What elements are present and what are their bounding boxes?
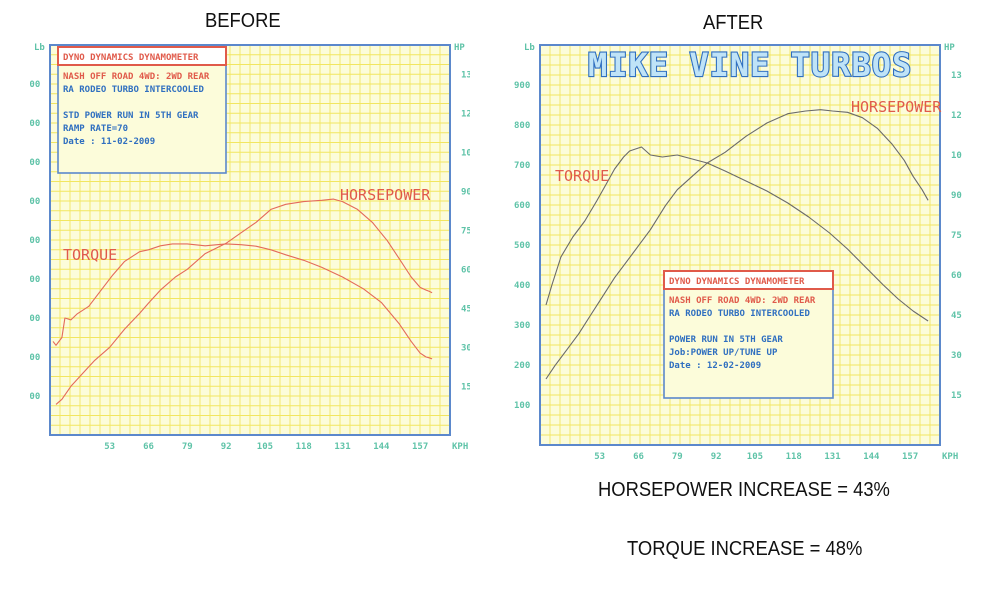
right-tick-label: 60 — [951, 271, 962, 281]
left-tick-label: 500 — [30, 236, 40, 246]
left-tick-label: 100 — [30, 392, 40, 402]
x-tick-label: 118 — [296, 442, 312, 450]
dyno-chart-before: Lb HP KPH 100 200 300 400 500 600 700 800 900 15 30 45… — [30, 43, 470, 450]
torque-increase-text: TORQUE INCREASE = 48% — [627, 538, 863, 560]
x-tick-label: 105 — [747, 452, 763, 460]
left-axis-unit: Lb — [524, 43, 535, 53]
x-tick-label: 144 — [373, 442, 390, 450]
info-box — [663, 272, 834, 399]
right-axis-unit: HP — [454, 43, 465, 53]
info-line: RA RODEO TURBO INTERCOOLED — [63, 85, 204, 95]
info-line: STD POWER RUN IN 5TH GEAR — [63, 111, 199, 121]
left-tick-label: 100 — [514, 401, 530, 411]
left-tick-label: 400 — [514, 281, 530, 291]
x-tick-label: 118 — [786, 452, 802, 460]
right-tick-label: 30 — [951, 351, 962, 361]
info-title: DYNO DYNAMICS DYNAMOMETER — [63, 53, 199, 63]
x-tick-label: 131 — [334, 442, 350, 450]
right-tick-label: 60 — [461, 265, 470, 275]
info-line: NASH OFF ROAD 4WD: 2WD REAR — [63, 72, 210, 82]
left-tick-label: 200 — [30, 353, 40, 363]
left-tick-label: 300 — [514, 321, 530, 331]
info-title-box — [663, 270, 834, 290]
info-line: POWER RUN IN 5TH GEAR — [669, 335, 783, 345]
left-tick-label: 600 — [514, 201, 530, 211]
x-tick-label: 92 — [221, 442, 232, 450]
left-tick-label: 600 — [30, 197, 40, 207]
left-tick-label: 900 — [514, 81, 530, 91]
x-axis-unit: KPH — [452, 442, 468, 450]
info-line: Date : 12-02-2009 — [669, 361, 761, 371]
right-axis-unit: HP — [944, 43, 955, 53]
info-line: RAMP RATE=70 — [63, 124, 128, 134]
right-tick-label: 135 — [951, 71, 962, 81]
plot-frame — [539, 44, 941, 446]
right-tick-label: 45 — [951, 311, 962, 321]
x-tick-label: 157 — [412, 442, 428, 450]
right-tick-label: 105 — [461, 148, 470, 158]
right-tick-label: 45 — [461, 304, 470, 314]
info-line: Job:POWER UP/TUNE UP — [669, 348, 778, 358]
right-tick-label: 120 — [461, 109, 470, 119]
series-line-horsepower — [55, 198, 433, 405]
series-line-horsepower — [545, 109, 929, 380]
x-tick-label: 79 — [182, 442, 193, 450]
series-line-torque — [545, 146, 929, 322]
right-tick-label: 135 — [461, 70, 470, 80]
info-line: RA RODEO TURBO INTERCOOLED — [669, 309, 810, 319]
x-tick-label: 53 — [104, 442, 115, 450]
horsepower-increase-text: HORSEPOWER INCREASE = 43% — [598, 479, 890, 501]
right-tick-label: 75 — [951, 231, 962, 241]
x-tick-label: 144 — [863, 452, 880, 460]
right-tick-label: 75 — [461, 226, 470, 236]
x-axis-unit: KPH — [942, 452, 958, 460]
horsepower-curve-label: HORSEPOWER — [851, 98, 942, 116]
before-caption: BEFORE — [205, 10, 281, 32]
x-tick-label: 66 — [143, 442, 154, 450]
right-tick-label: 30 — [461, 343, 470, 353]
dyno-chart-after: Lb HP KPH 100 200 300 400 500 600 700 800 900 15 30 45… — [514, 43, 962, 460]
left-tick-label: 400 — [30, 275, 40, 285]
left-tick-label: 500 — [514, 241, 530, 251]
left-tick-label: 200 — [514, 361, 530, 371]
left-tick-label: 800 — [30, 119, 40, 129]
x-tick-label: 66 — [633, 452, 644, 460]
left-tick-label: 300 — [30, 314, 40, 324]
after-caption: AFTER — [703, 12, 764, 34]
x-tick-label: 157 — [902, 452, 918, 460]
left-axis-unit: Lb — [34, 43, 45, 53]
x-tick-label: 131 — [824, 452, 840, 460]
info-box — [57, 48, 227, 174]
torque-curve-label: TORQUE — [555, 167, 609, 185]
info-title-box — [57, 46, 227, 66]
x-tick-label: 105 — [257, 442, 273, 450]
right-tick-label: 120 — [951, 111, 962, 121]
right-tick-label: 105 — [951, 151, 962, 161]
series-line-torque — [52, 243, 433, 360]
left-tick-label: 700 — [514, 161, 530, 171]
left-tick-label: 900 — [30, 80, 40, 90]
horsepower-curve-label: HORSEPOWER — [340, 186, 431, 204]
logo-text: MIKE VINE TURBOS — [588, 46, 912, 84]
right-tick-label: 90 — [951, 191, 962, 201]
x-tick-label: 92 — [711, 452, 722, 460]
right-tick-label: 15 — [951, 391, 962, 401]
right-tick-label: 90 — [461, 187, 470, 197]
x-tick-label: 79 — [672, 452, 683, 460]
info-line: NASH OFF ROAD 4WD: 2WD REAR — [669, 296, 816, 306]
left-tick-label: 800 — [514, 121, 530, 131]
info-title: DYNO DYNAMICS DYNAMOMETER — [669, 277, 805, 287]
info-line: Date : 11-02-2009 — [63, 137, 155, 147]
plot-frame — [49, 44, 451, 436]
torque-curve-label: TORQUE — [63, 246, 117, 264]
right-tick-label: 15 — [461, 382, 470, 392]
left-tick-label: 700 — [30, 158, 40, 168]
x-tick-label: 53 — [594, 452, 605, 460]
